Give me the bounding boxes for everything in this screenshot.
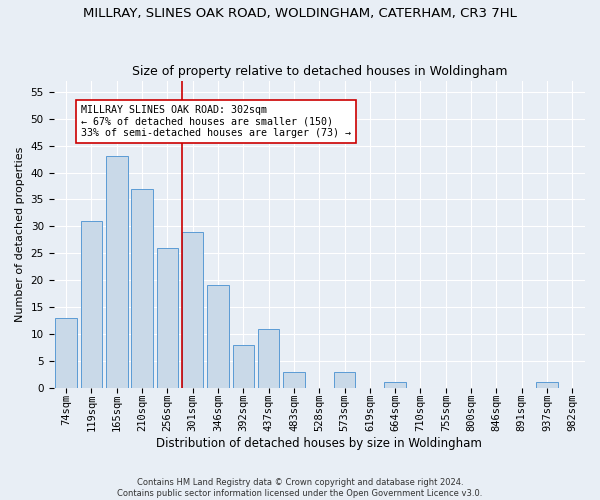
Bar (283, 372, 305, 388)
Text: Contains HM Land Registry data © Crown copyright and database right 2024.
Contai: Contains HM Land Registry data © Crown c… (118, 478, 482, 498)
Bar (55, 318, 77, 388)
Bar (233, 344, 254, 388)
Text: MILLRAY, SLINES OAK ROAD, WOLDINGHAM, CATERHAM, CR3 7HL: MILLRAY, SLINES OAK ROAD, WOLDINGHAM, CA… (83, 8, 517, 20)
Bar (536, 382, 558, 388)
Bar (258, 328, 280, 388)
Bar (81, 221, 102, 388)
Text: MILLRAY SLINES OAK ROAD: 302sqm
← 67% of detached houses are smaller (150)
33% o: MILLRAY SLINES OAK ROAD: 302sqm ← 67% of… (82, 106, 352, 138)
Bar (157, 248, 178, 388)
Bar (334, 372, 355, 388)
Bar (207, 286, 229, 388)
Bar (385, 382, 406, 388)
Title: Size of property relative to detached houses in Woldingham: Size of property relative to detached ho… (131, 66, 507, 78)
X-axis label: Distribution of detached houses by size in Woldingham: Distribution of detached houses by size … (157, 437, 482, 450)
Bar (182, 232, 203, 388)
Y-axis label: Number of detached properties: Number of detached properties (15, 146, 25, 322)
Bar (106, 156, 128, 388)
Bar (131, 188, 153, 388)
